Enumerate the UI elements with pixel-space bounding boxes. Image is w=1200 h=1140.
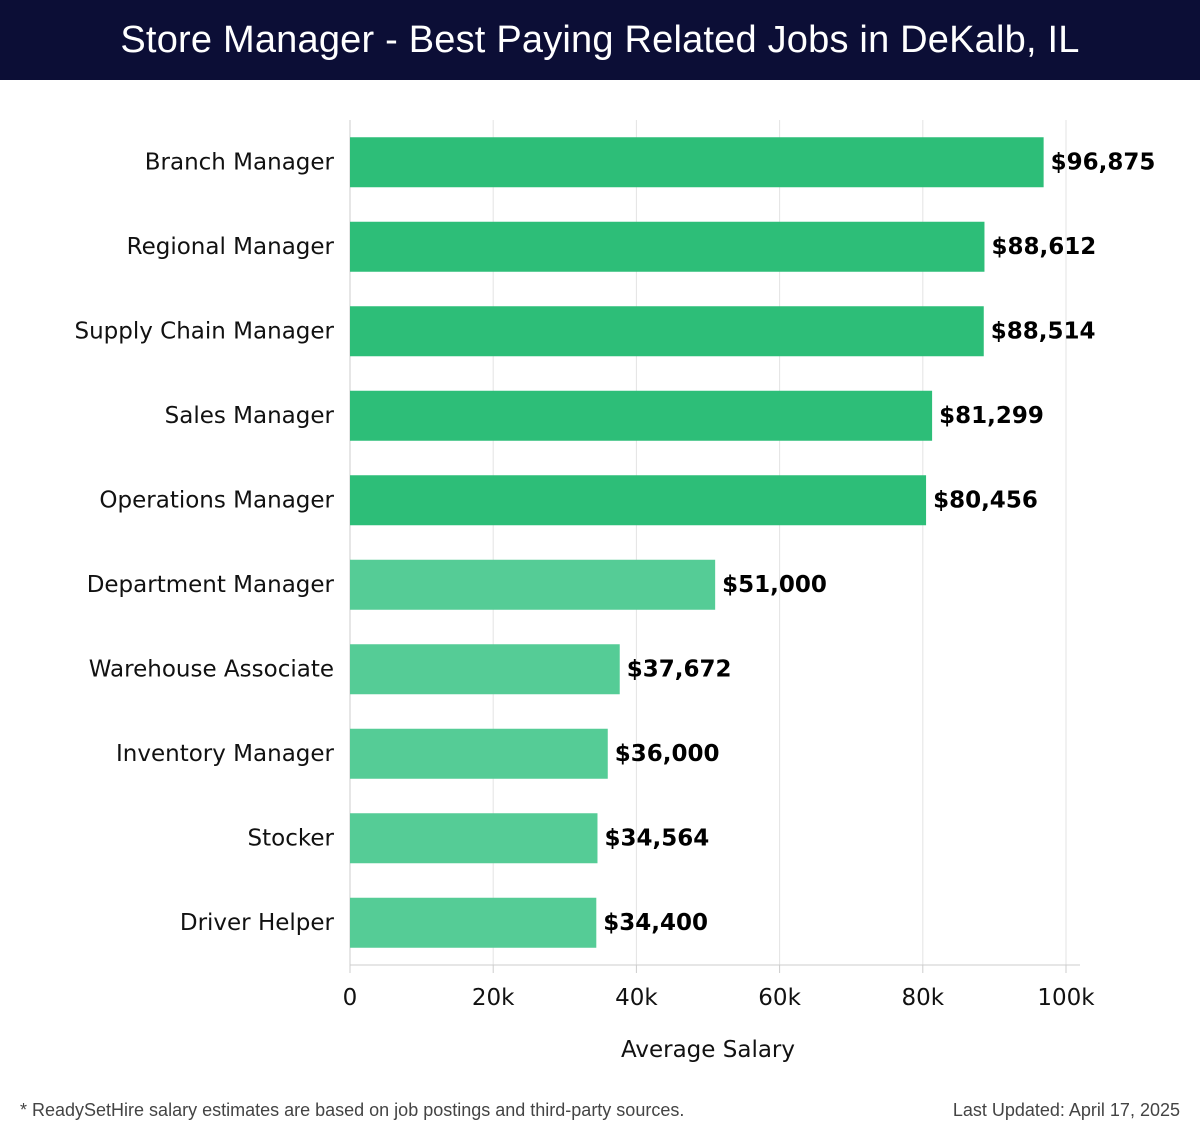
last-updated: Last Updated: April 17, 2025 [952,1100,1180,1120]
x-tick-label: 60k [758,985,801,1011]
value-label: $36,000 [615,741,720,767]
category-label: Inventory Manager [116,741,335,767]
chart-header: Store Manager - Best Paying Related Jobs… [0,0,1200,80]
category-label: Driver Helper [180,910,335,936]
category-label: Supply Chain Manager [74,318,334,344]
value-label: $81,299 [939,403,1044,429]
category-label: Stocker [248,825,335,851]
x-tick-label: 20k [472,985,515,1011]
x-axis-title: Average Salary [621,1037,795,1063]
category-label: Operations Manager [99,487,334,513]
bar [350,390,933,441]
value-label: $37,672 [627,656,732,682]
x-tick-label: 100k [1037,985,1095,1011]
bar [350,728,608,779]
category-label: Regional Manager [127,234,335,260]
bar [350,137,1044,188]
bar [350,644,620,695]
x-tick-label: 0 [343,985,358,1011]
category-label: Sales Manager [165,403,335,429]
footer-note: * ReadySetHire salary estimates are base… [20,1100,685,1120]
value-label: $88,514 [991,318,1096,344]
bar-chart: Branch Manager $96,875 Regional Manager $88… [74,120,1156,1063]
x-tick-label: 80k [902,985,945,1011]
bar [350,221,985,272]
value-label: $88,612 [991,234,1096,260]
x-tick-label: 40k [615,985,658,1011]
value-label: $51,000 [722,572,827,598]
bar [350,813,598,864]
category-label: Branch Manager [145,149,335,175]
value-label: $34,400 [603,910,708,936]
bar [350,897,597,948]
category-label: Department Manager [87,572,335,598]
value-label: $96,875 [1051,149,1156,175]
value-label: $80,456 [933,487,1038,513]
chart-title: Store Manager - Best Paying Related Jobs… [120,18,1080,61]
bar [350,475,927,526]
bar [350,559,716,610]
value-label: $34,564 [604,825,709,851]
bar [350,306,984,357]
category-label: Warehouse Associate [89,656,334,682]
